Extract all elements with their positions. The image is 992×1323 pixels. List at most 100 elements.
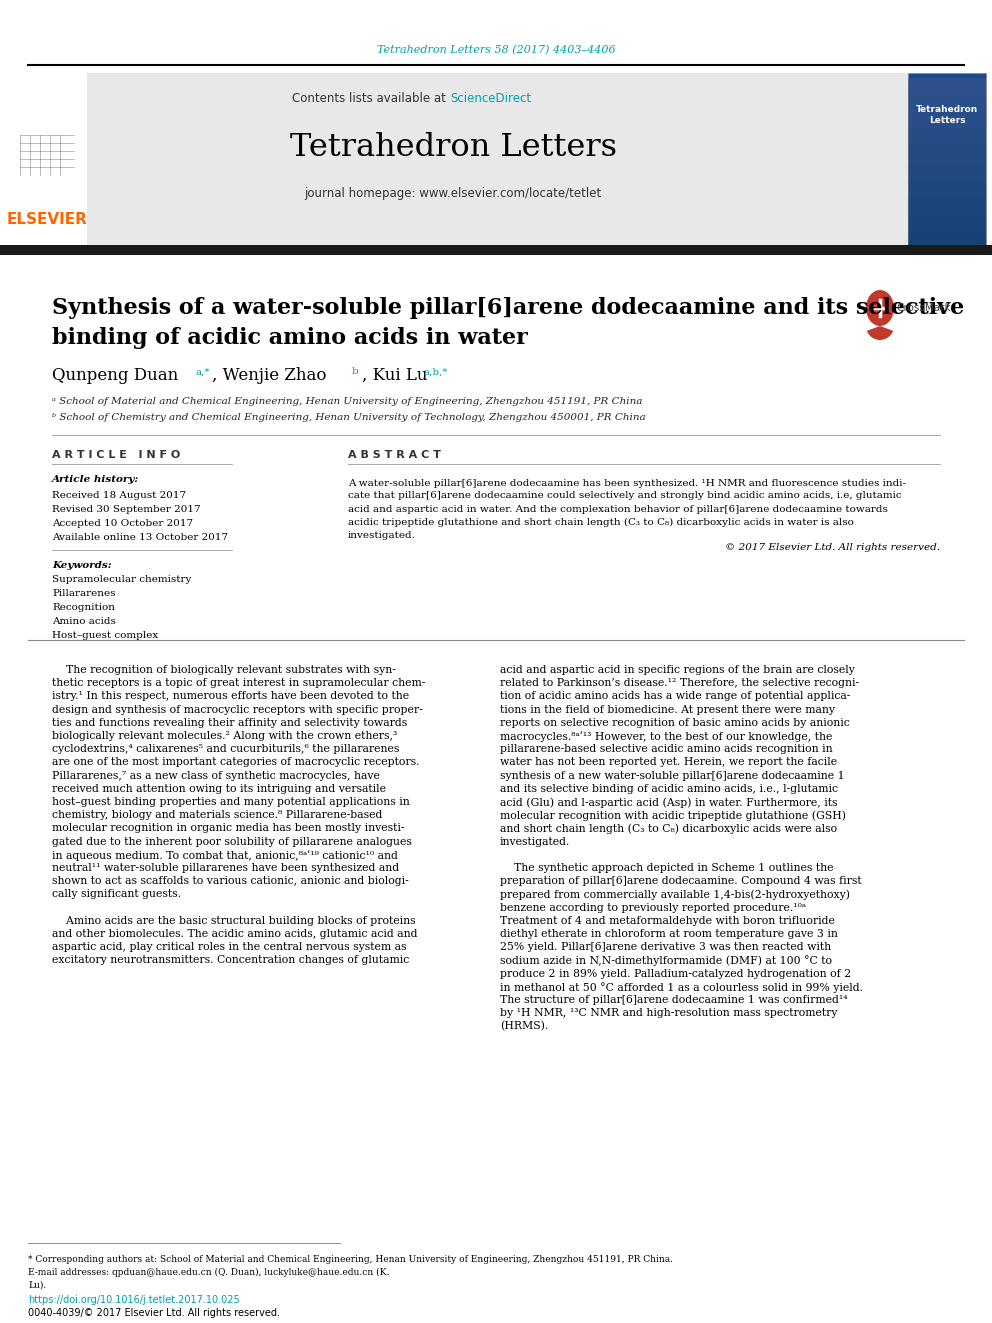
Bar [0, 245, 992, 255]
Bar [908, 146, 986, 163]
Bar [908, 197, 986, 214]
Text: Pillararenes,⁷ as a new class of synthetic macrocycles, have: Pillararenes,⁷ as a new class of synthet… [52, 770, 380, 781]
Text: ᵇ School of Chemistry and Chemical Engineering, Henan University of Technology, : ᵇ School of Chemistry and Chemical Engin… [52, 414, 646, 422]
Text: Revised 30 September 2017: Revised 30 September 2017 [52, 505, 200, 515]
Text: and short chain length (C₃ to C₈) dicarboxylic acids were also: and short chain length (C₃ to C₈) dicarb… [500, 823, 837, 833]
Text: Tetrahedron Letters: Tetrahedron Letters [290, 132, 616, 164]
Text: neutral¹¹ water-soluble pillararenes have been synthesized and: neutral¹¹ water-soluble pillararenes hav… [52, 863, 399, 873]
Text: and its selective binding of acidic amino acids, i.e., l-glutamic: and its selective binding of acidic amin… [500, 783, 838, 794]
Text: received much attention owing to its intriguing and versatile: received much attention owing to its int… [52, 783, 386, 794]
Text: (HRMS).: (HRMS). [500, 1021, 549, 1032]
Text: investigated.: investigated. [500, 836, 570, 847]
Text: in methanol at 50 °C afforded 1 as a colourless solid in 99% yield.: in methanol at 50 °C afforded 1 as a col… [500, 982, 863, 992]
Text: and other biomolecules. The acidic amino acids, glutamic acid and: and other biomolecules. The acidic amino… [52, 929, 418, 939]
Text: gated due to the inherent poor solubility of pillararene analogues: gated due to the inherent poor solubilit… [52, 836, 412, 847]
Text: shown to act as scaffolds to various cationic, anionic and biologi-: shown to act as scaffolds to various cat… [52, 876, 409, 886]
Bar [908, 232, 986, 247]
Text: a,*: a,* [196, 368, 210, 377]
Text: The structure of pillar[6]arene dodecaamine 1 was confirmed¹⁴: The structure of pillar[6]arene dodecaam… [500, 995, 847, 1005]
Text: thetic receptors is a topic of great interest in supramolecular chem-: thetic receptors is a topic of great int… [52, 679, 426, 688]
Text: acidic tripeptide glutathione and short chain length (C₃ to C₈) dicarboxylic aci: acidic tripeptide glutathione and short … [348, 517, 854, 527]
Text: chemistry, biology and materials science.⁸ Pillararene-based: chemistry, biology and materials science… [52, 810, 382, 820]
Text: acid (Glu) and l-aspartic acid (Asp) in water. Furthermore, its: acid (Glu) and l-aspartic acid (Asp) in … [500, 796, 837, 807]
Text: Tetrahedron Letters 58 (2017) 4403–4406: Tetrahedron Letters 58 (2017) 4403–4406 [377, 45, 615, 56]
Text: ELSEVIER: ELSEVIER [7, 213, 87, 228]
Text: E-mail addresses: qpduan@haue.edu.cn (Q. Duan), luckyluke@haue.edu.cn (K.: E-mail addresses: qpduan@haue.edu.cn (Q.… [28, 1267, 390, 1277]
Text: ScienceDirect: ScienceDirect [450, 91, 531, 105]
Text: , Kui Lu: , Kui Lu [362, 366, 428, 384]
Text: Recognition: Recognition [52, 603, 115, 613]
Text: https://doi.org/10.1016/j.tetlet.2017.10.025: https://doi.org/10.1016/j.tetlet.2017.10… [28, 1295, 240, 1304]
Text: Received 18 August 2017: Received 18 August 2017 [52, 492, 186, 500]
Text: CrossMark: CrossMark [896, 303, 950, 314]
Text: cally significant guests.: cally significant guests. [52, 889, 181, 900]
Text: acid and aspartic acid in specific regions of the brain are closely: acid and aspartic acid in specific regio… [500, 665, 855, 675]
Text: benzene according to previously reported procedure.¹⁰ᵃ: benzene according to previously reported… [500, 902, 806, 913]
Text: ties and functions revealing their affinity and selectivity towards: ties and functions revealing their affin… [52, 718, 408, 728]
Text: * Corresponding authors at: School of Material and Chemical Engineering, Henan U: * Corresponding authors at: School of Ma… [28, 1256, 673, 1263]
Bar [908, 112, 986, 130]
Text: Available online 13 October 2017: Available online 13 October 2017 [52, 533, 228, 542]
Text: b: b [352, 368, 359, 377]
Text: journal homepage: www.elsevier.com/locate/tetlet: journal homepage: www.elsevier.com/locat… [305, 187, 601, 200]
Text: Accepted 10 October 2017: Accepted 10 October 2017 [52, 520, 193, 528]
Text: © 2017 Elsevier Ltd. All rights reserved.: © 2017 Elsevier Ltd. All rights reserved… [725, 544, 940, 553]
Text: Amino acids: Amino acids [52, 618, 116, 627]
Text: , Wenjie Zhao: , Wenjie Zhao [212, 366, 326, 384]
Text: Contents lists available at: Contents lists available at [293, 91, 450, 105]
Bar [908, 214, 986, 232]
Text: related to Parkinson’s disease.¹² Therefore, the selective recogni-: related to Parkinson’s disease.¹² Theref… [500, 679, 859, 688]
Text: reports on selective recognition of basic amino acids by anionic: reports on selective recognition of basi… [500, 718, 850, 728]
Text: 25% yield. Pillar[6]arene derivative 3 was then reacted with: 25% yield. Pillar[6]arene derivative 3 w… [500, 942, 831, 953]
Text: Qunpeng Duan: Qunpeng Duan [52, 366, 179, 384]
Text: Amino acids are the basic structural building blocks of proteins: Amino acids are the basic structural bui… [52, 916, 416, 926]
Text: cyclodextrins,⁴ calixarenes⁵ and cucurbiturils,⁶ the pillararenes: cyclodextrins,⁴ calixarenes⁵ and cucurbi… [52, 745, 400, 754]
Text: Article history:: Article history: [52, 475, 139, 484]
Bar [908, 130, 986, 146]
Text: 0040-4039/© 2017 Elsevier Ltd. All rights reserved.: 0040-4039/© 2017 Elsevier Ltd. All right… [28, 1308, 280, 1318]
Text: Host–guest complex: Host–guest complex [52, 631, 159, 640]
Text: synthesis of a new water-soluble pillar[6]arene dodecaamine 1: synthesis of a new water-soluble pillar[… [500, 770, 844, 781]
Text: in aqueous medium. To combat that, anionic,⁸ᵃʹ¹⁹ cationic¹⁰ and: in aqueous medium. To combat that, anion… [52, 849, 398, 860]
Text: The recognition of biologically relevant substrates with syn-: The recognition of biologically relevant… [52, 665, 396, 675]
Text: binding of acidic amino acids in water: binding of acidic amino acids in water [52, 327, 528, 349]
Text: are one of the most important categories of macrocyclic receptors.: are one of the most important categories… [52, 757, 420, 767]
Text: biologically relevant molecules.² Along with the crown ethers,³: biologically relevant molecules.² Along … [52, 732, 397, 741]
Text: a,b,*: a,b,* [424, 368, 448, 377]
Text: ᵃ School of Material and Chemical Engineering, Henan University of Engineering, : ᵃ School of Material and Chemical Engine… [52, 397, 643, 406]
Wedge shape [867, 325, 893, 340]
Text: A R T I C L E   I N F O: A R T I C L E I N F O [52, 450, 181, 460]
Text: Lu).: Lu). [28, 1281, 47, 1290]
Text: istry.¹ In this respect, numerous efforts have been devoted to the: istry.¹ In this respect, numerous effort… [52, 692, 409, 701]
Text: host–guest binding properties and many potential applications in: host–guest binding properties and many p… [52, 796, 410, 807]
Text: by ¹H NMR, ¹³C NMR and high-resolution mass spectrometry: by ¹H NMR, ¹³C NMR and high-resolution m… [500, 1008, 837, 1019]
Bar [87, 73, 909, 247]
Ellipse shape [866, 290, 894, 325]
Bar [908, 73, 986, 247]
Text: Treatment of 4 and metaformaldehyde with boron trifluoride: Treatment of 4 and metaformaldehyde with… [500, 916, 835, 926]
Text: A B S T R A C T: A B S T R A C T [348, 450, 440, 460]
Text: Synthesis of a water-soluble pillar[6]arene dodecaamine and its selective: Synthesis of a water-soluble pillar[6]ar… [52, 296, 964, 319]
Bar [908, 180, 986, 197]
Text: A water-soluble pillar[6]arene dodecaamine has been synthesized. ¹H NMR and fluo: A water-soluble pillar[6]arene dodecaami… [348, 479, 906, 487]
Text: Tetrahedron
Letters: Tetrahedron Letters [916, 106, 978, 124]
Text: diethyl etherate in chloroform at room temperature gave 3 in: diethyl etherate in chloroform at room t… [500, 929, 838, 939]
Text: prepared from commercially available 1,4-bis(2-hydroxyethoxy): prepared from commercially available 1,4… [500, 889, 850, 900]
Text: The synthetic approach depicted in Scheme 1 outlines the: The synthetic approach depicted in Schem… [500, 863, 833, 873]
Bar [908, 95, 986, 112]
Text: design and synthesis of macrocyclic receptors with specific proper-: design and synthesis of macrocyclic rece… [52, 705, 423, 714]
Bar [908, 78, 986, 95]
Text: tions in the field of biomedicine. At present there were many: tions in the field of biomedicine. At pr… [500, 705, 835, 714]
Text: Pillararenes: Pillararenes [52, 590, 115, 598]
Text: Supramolecular chemistry: Supramolecular chemistry [52, 576, 191, 585]
Text: tion of acidic amino acids has a wide range of potential applica-: tion of acidic amino acids has a wide ra… [500, 692, 850, 701]
Text: acid and aspartic acid in water. And the complexation behavior of pillar[6]arene: acid and aspartic acid in water. And the… [348, 504, 888, 513]
Text: molecular recognition with acidic tripeptide glutathione (GSH): molecular recognition with acidic tripep… [500, 810, 846, 820]
Text: produce 2 in 89% yield. Palladium-catalyzed hydrogenation of 2: produce 2 in 89% yield. Palladium-cataly… [500, 968, 851, 979]
Text: water has not been reported yet. Herein, we report the facile: water has not been reported yet. Herein,… [500, 757, 837, 767]
Text: aspartic acid, play critical roles in the central nervous system as: aspartic acid, play critical roles in th… [52, 942, 407, 953]
Bar [908, 163, 986, 180]
Text: cate that pillar[6]arene dodecaamine could selectively and strongly bind acidic : cate that pillar[6]arene dodecaamine cou… [348, 492, 902, 500]
Text: Keywords:: Keywords: [52, 561, 112, 569]
Text: excitatory neurotransmitters. Concentration changes of glutamic: excitatory neurotransmitters. Concentrat… [52, 955, 410, 966]
